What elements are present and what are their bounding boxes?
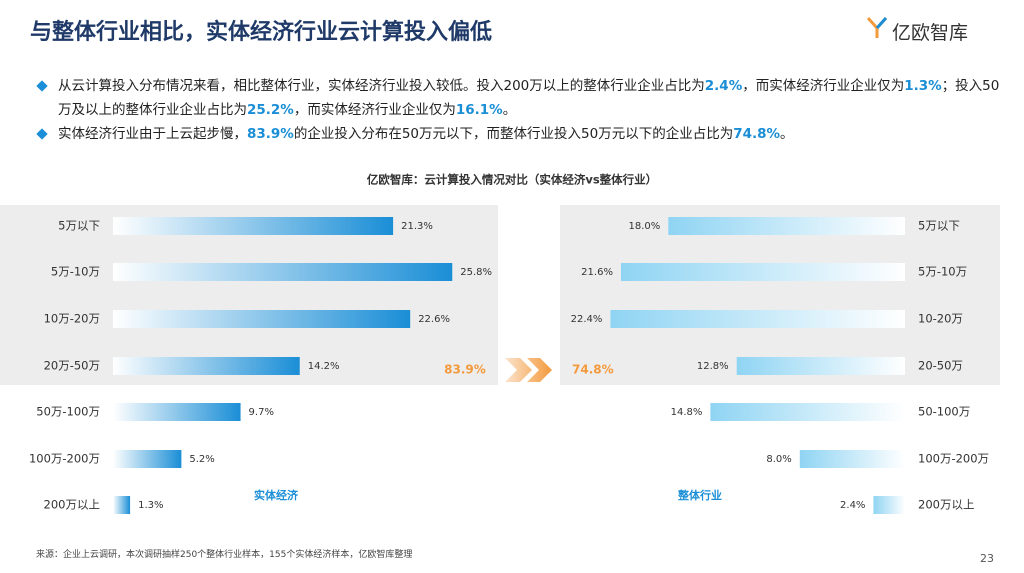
category-label: 200万以上	[44, 498, 100, 512]
bar	[113, 263, 453, 281]
highlight: 1.3%	[904, 78, 942, 94]
category-label: 50-100万	[918, 405, 970, 419]
category-label: 10万-20万	[44, 312, 100, 326]
bar	[113, 403, 241, 421]
value-label: 9.7%	[249, 407, 274, 418]
highlight: 25.2%	[247, 102, 294, 118]
category-label: 20万-50万	[44, 359, 100, 373]
bar	[620, 263, 905, 281]
bar	[113, 310, 411, 328]
bullet-text: 。	[502, 102, 517, 118]
highlight: 74.8%	[733, 126, 781, 142]
bar	[668, 217, 905, 235]
bullet: 实体经济行业由于上云起步慢，83.9%的企业投入分布在50万元以下，而整体行业投…	[58, 122, 1003, 146]
arrow	[505, 358, 552, 382]
bar	[710, 403, 905, 421]
series-name: 实体经济	[254, 488, 299, 502]
bar	[799, 450, 905, 468]
bar	[113, 450, 182, 468]
value-label: 14.2%	[308, 361, 340, 372]
category-label: 20-50万	[918, 359, 963, 373]
source: 来源：企业上云调研，本次调研抽样250个整体行业样本，155个实体经济样本，亿欧…	[36, 550, 413, 560]
bullet-text: ，而实体经济行业企业仅为	[293, 102, 456, 118]
bullet-text: 实体经济行业由于上云起步慢，	[58, 126, 247, 142]
figure-title: 亿欧智库：云计算投入情况对比（实体经济vs整体行业）	[367, 173, 657, 187]
bar	[113, 496, 131, 514]
category-label: 5万以下	[918, 219, 960, 233]
logo: 亿欧智库	[892, 22, 969, 44]
value-label: 12.8%	[697, 361, 729, 372]
bullet-text: 的企业投入分布在50万元以下，而整体行业投入50万元以下的企业占比为	[293, 126, 734, 142]
bar	[610, 310, 905, 328]
highlight: 83.9%	[247, 126, 294, 142]
page-number: 23	[980, 552, 994, 565]
value-label: 18.0%	[629, 221, 661, 232]
value-label: 22.6%	[418, 314, 450, 325]
total-label: 83.9%	[444, 363, 486, 377]
value-label: 21.6%	[581, 267, 613, 278]
bullets: 从云计算投入分布情况来看，相比整体行业，实体经济行业投入较低。投入200万以上的…	[58, 74, 1003, 146]
bar	[113, 357, 300, 375]
value-label: 8.0%	[766, 454, 791, 465]
category-label: 100万-200万	[29, 452, 100, 466]
title: 与整体行业相比，实体经济行业云计算投入偏低	[30, 20, 493, 45]
category-label: 5万-10万	[918, 265, 967, 279]
bullet-text: 。	[780, 126, 794, 142]
bar	[113, 217, 394, 235]
bullet: 从云计算投入分布情况来看，相比整体行业，实体经济行业投入较低。投入200万以上的…	[58, 74, 1003, 122]
bar	[873, 496, 905, 514]
value-label: 1.3%	[138, 500, 163, 511]
series-name: 整体行业	[677, 488, 722, 502]
category-label: 50万-100万	[36, 405, 100, 419]
category-label: 200万以上	[918, 498, 974, 512]
value-label: 22.4%	[571, 314, 603, 325]
value-label: 5.2%	[189, 454, 214, 465]
category-label: 100万-200万	[918, 452, 989, 466]
category-label: 10-20万	[918, 312, 963, 326]
bullet-text: 从云计算投入分布情况来看，相比整体行业，实体经济行业投入较低。投入200万以上的…	[58, 78, 705, 94]
value-label: 25.8%	[460, 267, 492, 278]
bar	[736, 357, 905, 375]
value-label: 2.4%	[840, 500, 865, 511]
highlight: 2.4%	[704, 78, 743, 94]
bullet-text: ；投入50万及以上的整体行业企业占比为	[58, 78, 1000, 118]
value-label: 14.8%	[671, 407, 703, 418]
highlight: 16.1%	[455, 102, 503, 118]
category-label: 5万以下	[58, 219, 100, 233]
logo-icon	[866, 16, 888, 38]
value-label: 21.3%	[401, 221, 433, 232]
category-label: 5万-10万	[51, 265, 100, 279]
total-label: 74.8%	[572, 363, 614, 377]
bullet-text: ，而实体经济行业企业仅为	[742, 78, 905, 94]
